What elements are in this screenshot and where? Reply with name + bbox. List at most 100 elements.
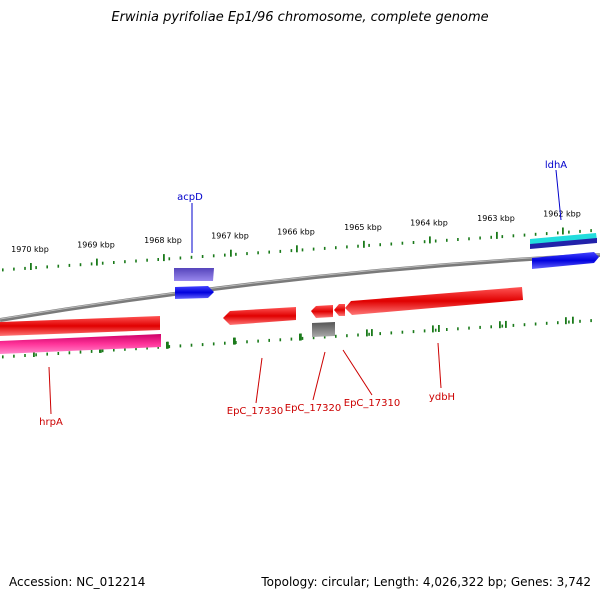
scale-minor-tick [301, 336, 304, 340]
scale-minor-tick [279, 249, 282, 253]
scale-minor-tick [446, 238, 448, 242]
scale-minor-tick [2, 268, 4, 272]
scale-minor-tick [312, 336, 315, 340]
label-ldhA: ldhA [545, 160, 567, 171]
gene-ldhA[interactable] [532, 252, 599, 269]
scale-minor-tick [346, 245, 348, 249]
scale-major-tick [438, 325, 440, 332]
scale-major-tick [296, 245, 298, 253]
scale-tick-label: 1968 kbp [144, 236, 182, 245]
gene-acpD-outer[interactable] [174, 268, 214, 281]
scale-major-tick [371, 329, 373, 337]
leader-EpC_17330 [255, 357, 263, 404]
scale-tick-label: 1962 kbp [543, 210, 581, 219]
scale-minor-tick [68, 263, 71, 267]
scale-minor-tick [2, 355, 4, 359]
label-ydbH: ydbH [429, 392, 455, 403]
scale-minor-tick [24, 266, 26, 270]
scale-minor-tick [146, 346, 148, 350]
scale-minor-tick [224, 253, 226, 257]
scale-tick-label: 1963 kbp [477, 214, 515, 223]
scale-minor-tick [379, 332, 381, 336]
leader-ldhA [555, 169, 562, 221]
scale-minor-tick [24, 354, 26, 357]
scale-minor-tick [557, 321, 559, 325]
scale-tick-label: 1970 kbp [11, 245, 49, 254]
upper-scale [2, 227, 592, 272]
scale-minor-tick [346, 334, 348, 338]
scale-major-tick [167, 341, 169, 349]
scale-major-tick [96, 258, 98, 266]
scale-major-tick [565, 317, 567, 325]
genome-summary: Topology: circular; Length: 4,026,322 bp… [261, 575, 591, 589]
scale-minor-tick [257, 339, 259, 343]
scale-minor-tick [301, 248, 304, 252]
scale-minor-tick [79, 263, 82, 267]
gene-hrpA[interactable] [0, 334, 161, 354]
scale-minor-tick [101, 261, 104, 265]
scale-minor-tick [523, 233, 526, 237]
leader-EpC_17310 [342, 349, 373, 396]
scale-tick-label: 1964 kbp [410, 218, 448, 227]
scale-minor-tick [434, 328, 437, 332]
scale-minor-tick [146, 258, 148, 262]
gene-ydbH[interactable] [345, 287, 523, 315]
scale-major-tick [230, 249, 232, 257]
scale-minor-tick [13, 354, 15, 358]
scale-minor-tick [590, 319, 592, 323]
scale-minor-tick [479, 236, 481, 240]
scale-major-tick [429, 236, 431, 244]
scale-minor-tick [401, 241, 404, 245]
scale-minor-tick [490, 235, 492, 239]
gene-acpD[interactable] [175, 286, 214, 299]
scale-minor-tick [179, 256, 182, 260]
scale-minor-tick [113, 348, 115, 352]
scale-minor-tick [379, 243, 381, 247]
leader-hrpA [48, 366, 52, 415]
scale-major-tick [234, 337, 236, 345]
scale-minor-tick [57, 264, 60, 268]
scale-minor-tick [335, 334, 337, 338]
scale-minor-tick [579, 229, 581, 233]
scale-minor-tick [523, 323, 526, 327]
scale-minor-tick [434, 239, 437, 243]
scale-major-tick [432, 325, 434, 333]
gene-EpC_17320-pseudo[interactable] [312, 322, 335, 337]
scale-minor-tick [335, 246, 337, 250]
scale-minor-tick [579, 319, 581, 323]
scale-minor-tick [390, 242, 393, 246]
scale-minor-tick [412, 330, 415, 334]
accession-text: Accession: NC_012214 [9, 575, 146, 589]
scale-minor-tick [401, 330, 404, 334]
scale-minor-tick [457, 238, 459, 241]
gene-EpC_17310[interactable] [334, 304, 345, 316]
scale-minor-tick [568, 230, 570, 234]
scale-major-tick [163, 254, 165, 262]
genome-backbone [0, 253, 600, 322]
gene-ldhA-rna-band[interactable] [530, 238, 597, 249]
scale-minor-tick [168, 257, 171, 261]
scale-major-tick [363, 240, 365, 248]
scale-minor-tick [246, 252, 248, 256]
scale-minor-tick [201, 255, 204, 258]
scale-minor-tick [246, 340, 248, 344]
leader-EpC_17320 [312, 351, 326, 401]
gene-hrpA-cds[interactable] [0, 316, 160, 336]
scale-minor-tick [323, 335, 326, 339]
scale-minor-tick [412, 241, 415, 244]
scale-minor-tick [113, 261, 115, 264]
gene-EpC_17330[interactable] [223, 307, 296, 325]
scale-minor-tick [190, 255, 193, 259]
scale-minor-tick [157, 345, 159, 349]
scale-tick-label: 1965 kbp [344, 223, 382, 232]
scale-minor-tick [79, 350, 82, 354]
scale-minor-tick [512, 323, 515, 327]
scale-minor-tick [46, 352, 48, 356]
gene-EpC_17320[interactable] [311, 305, 333, 318]
scale-minor-tick [279, 338, 282, 342]
scale-major-tick [30, 263, 32, 270]
tick-labels: 1970 kbp 1969 kbp 1968 kbp 1967 kbp 1966 kbp… [11, 210, 581, 255]
scale-minor-tick [157, 258, 159, 261]
scale-minor-tick [235, 341, 237, 344]
